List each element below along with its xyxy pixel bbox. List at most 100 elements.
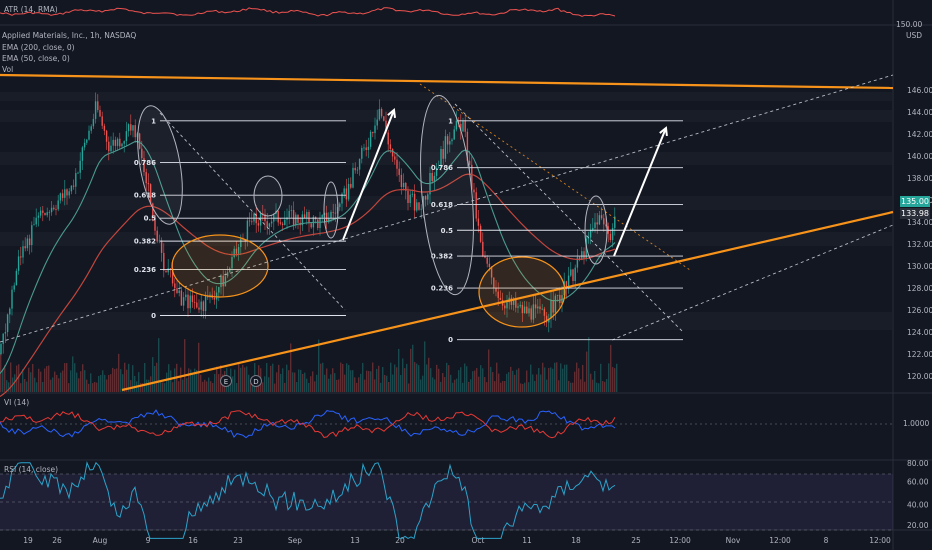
candle-body	[86, 139, 88, 143]
candle-body	[378, 108, 381, 120]
fib-level-label: 0.786	[431, 164, 453, 172]
volume-bar	[502, 380, 504, 392]
volume-bar	[598, 383, 600, 392]
candle-body	[460, 123, 462, 132]
volume-bar	[452, 382, 454, 392]
volume-bar	[438, 368, 440, 392]
candle-body	[515, 298, 517, 308]
x-tick-label: 19	[23, 536, 33, 545]
volume-bar	[284, 382, 286, 392]
volume-bar	[424, 341, 426, 392]
candle-body	[97, 101, 99, 111]
candle-body	[374, 125, 376, 134]
candle-body	[594, 222, 596, 228]
candle-body	[171, 268, 174, 284]
volume-bar	[590, 373, 592, 392]
accumulation-ellipse	[171, 234, 269, 298]
volume-bar	[510, 366, 512, 392]
candle-body	[2, 333, 4, 344]
main-pane-symbol[interactable]: Applied Materials, Inc., 1h, NASDAQ	[2, 31, 137, 40]
volume-bar	[164, 383, 166, 392]
volume-bar	[236, 382, 238, 392]
candle-body	[383, 116, 385, 121]
volume-bar	[604, 381, 606, 392]
ema50-legend[interactable]: EMA (50, close, 0)	[2, 54, 70, 63]
volume-bar	[474, 370, 476, 392]
volume-bar	[470, 379, 472, 392]
candle-body	[367, 146, 370, 151]
candle-body	[226, 272, 229, 277]
candle-body	[101, 116, 103, 126]
volume-bar	[244, 367, 246, 392]
candle-body	[200, 301, 202, 310]
volume-bar	[358, 377, 360, 392]
candle-body	[490, 266, 493, 278]
horizontal-zone	[0, 92, 893, 101]
candle-body	[229, 268, 231, 273]
candle-body	[449, 141, 451, 145]
fib-level-label: 0.5	[144, 215, 157, 223]
candle-body	[328, 218, 330, 223]
volume-bar	[34, 377, 36, 392]
fib-level-label: 0.618	[134, 192, 156, 200]
candle-body	[347, 183, 350, 200]
candle-body	[4, 332, 7, 334]
candle-body	[565, 281, 568, 290]
volume-bar	[170, 370, 172, 392]
x-tick-label: 20	[395, 536, 405, 545]
volume-bar	[166, 372, 168, 392]
volume-bar	[402, 358, 404, 392]
candle-body	[380, 108, 383, 117]
candle-body	[407, 190, 409, 203]
volume-bar	[18, 364, 20, 392]
volume-bar	[346, 363, 348, 392]
candle-body	[387, 132, 389, 145]
x-tick-label: Aug	[93, 536, 108, 545]
volume-bar	[606, 378, 608, 392]
volume-bar	[188, 368, 190, 392]
candle-body	[222, 275, 224, 287]
candle-body	[174, 283, 176, 289]
candle-body	[334, 212, 337, 214]
ema200-legend[interactable]: EMA (200, close, 0)	[2, 43, 75, 52]
volume-bar	[76, 372, 78, 392]
volume-legend[interactable]: Vol	[2, 65, 14, 74]
candle-body	[350, 183, 352, 188]
candle-body	[306, 211, 308, 219]
event-marker: E	[220, 375, 232, 387]
ema200-line	[0, 173, 616, 397]
candle-body	[609, 233, 612, 241]
volume-bar	[54, 371, 56, 392]
volume-bar	[384, 375, 386, 392]
volume-bar	[24, 379, 26, 392]
candle-body	[233, 248, 235, 258]
volume-bar	[154, 365, 156, 392]
volume-bar	[532, 374, 534, 392]
volume-bar	[78, 378, 80, 392]
candle-body	[451, 139, 453, 142]
candle-body	[473, 189, 475, 193]
volume-bar	[368, 370, 370, 392]
volume-bar	[390, 362, 392, 392]
volume-bar	[386, 375, 388, 392]
volume-bar	[364, 379, 366, 392]
volume-bar	[128, 363, 130, 392]
candle-body	[528, 308, 530, 314]
candle-body	[295, 214, 297, 226]
volume-bar	[62, 370, 64, 392]
candle-body	[220, 275, 222, 288]
volume-bar	[126, 369, 128, 392]
rsi-pane-label: RSI (14, close)	[4, 465, 59, 474]
volume-bar	[160, 380, 162, 392]
volume-bar	[330, 374, 332, 392]
volume-bar	[86, 379, 88, 392]
volume-bar	[66, 363, 68, 392]
volume-bar	[562, 368, 564, 392]
volume-bar	[268, 377, 270, 392]
volume-bar	[218, 374, 220, 392]
candle-body	[471, 164, 473, 190]
candle-body	[152, 203, 154, 216]
candle-body	[94, 101, 97, 119]
volume-bar	[440, 381, 442, 392]
